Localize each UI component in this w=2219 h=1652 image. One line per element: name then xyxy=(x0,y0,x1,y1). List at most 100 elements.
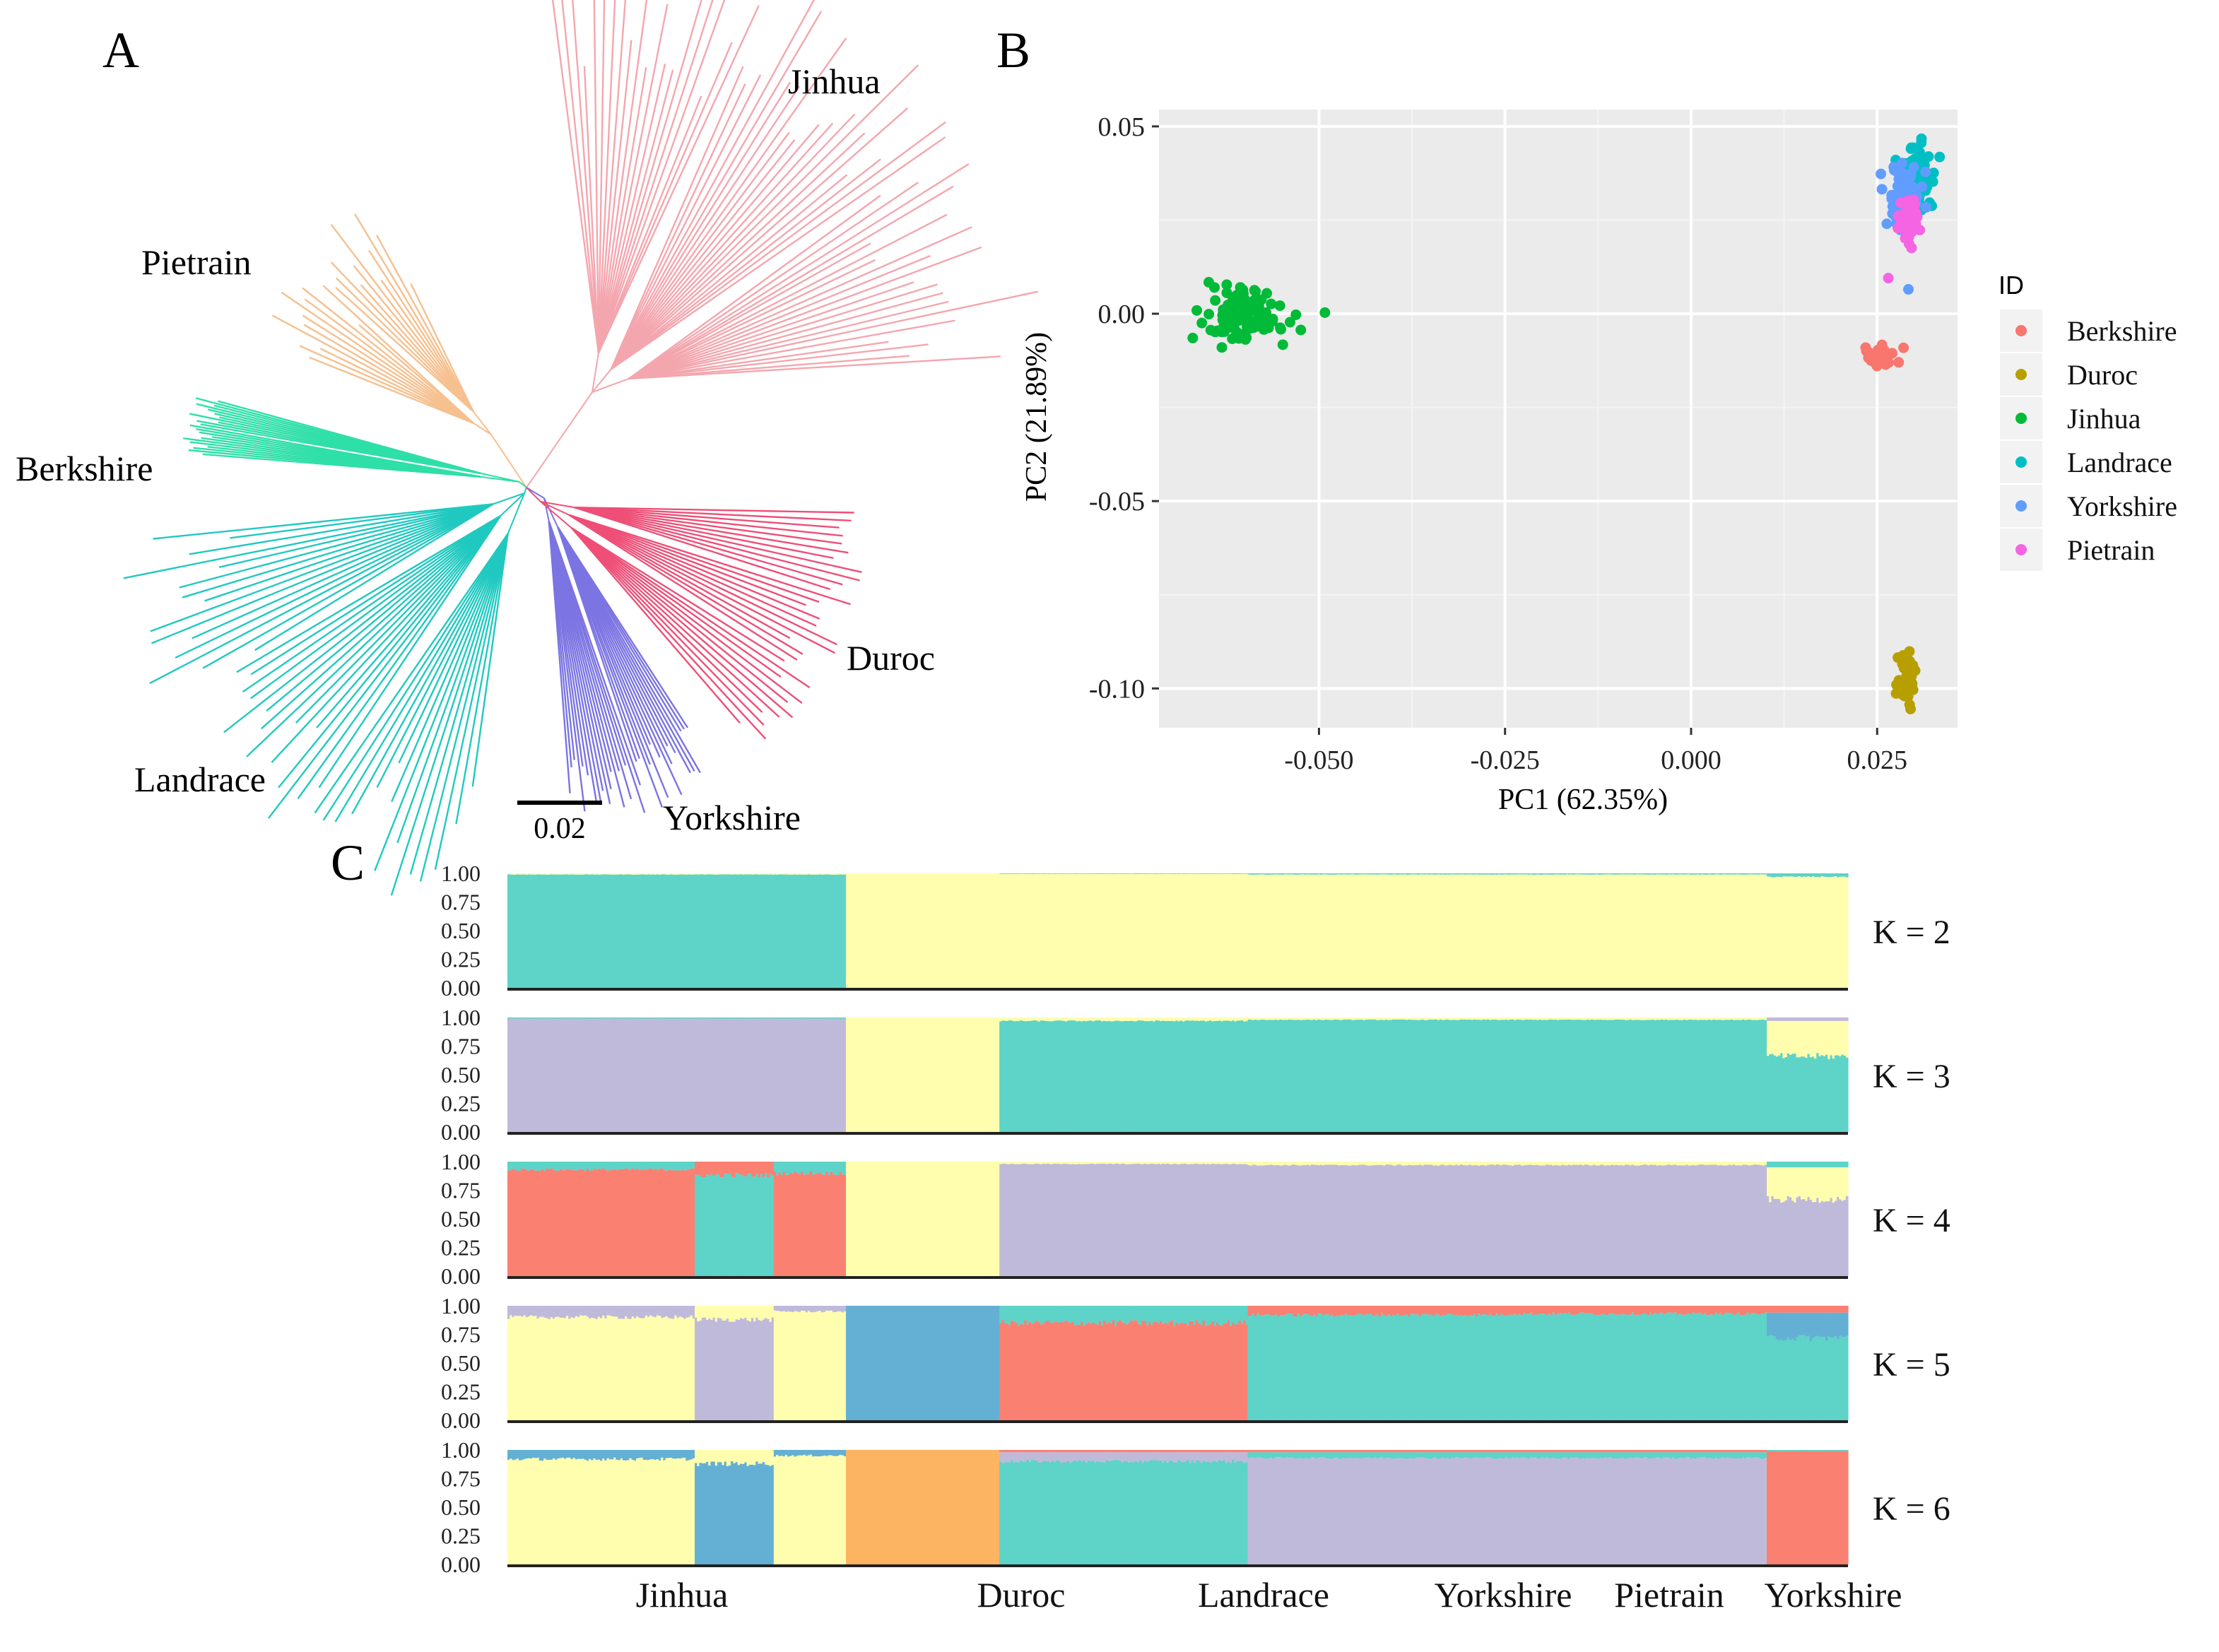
admixture-bar-k2 xyxy=(638,874,642,988)
admixture-bar-k3 xyxy=(688,1017,691,1019)
panel-a-tree xyxy=(123,0,1038,896)
admixture-bar-k5 xyxy=(712,1306,716,1318)
admixture-bar-k3 xyxy=(1033,1017,1036,1021)
admixture-bar-k3 xyxy=(1637,1020,1641,1132)
admixture-bar-k2 xyxy=(809,873,813,875)
admixture-bar-k4 xyxy=(550,1168,553,1276)
admixture-bar-k4 xyxy=(1590,1162,1594,1166)
admixture-bar-k5 xyxy=(728,1306,731,1322)
admixture-bar-k4 xyxy=(1367,1165,1370,1276)
admixture-bar-k5 xyxy=(744,1306,748,1318)
pca-x-tick-label: 0.000 xyxy=(1661,745,1721,775)
admixture-bar-k2 xyxy=(1342,874,1346,988)
admixture-bar-k4 xyxy=(1642,1162,1646,1165)
admixture-bar-k2 xyxy=(1308,874,1312,988)
admixture-bar-k5 xyxy=(1249,1306,1253,1316)
admixture-bar-k2 xyxy=(852,873,856,988)
admixture-bar-k4 xyxy=(1322,1165,1325,1276)
admixture-bar-k5 xyxy=(633,1318,637,1420)
admixture-bar-k4 xyxy=(602,1168,605,1276)
admixture-bar-k2 xyxy=(1209,873,1213,874)
admixture-bar-k2 xyxy=(924,873,928,988)
admixture-bar-k5 xyxy=(1401,1315,1404,1420)
admixture-bar-k2 xyxy=(514,874,517,988)
tree-subnode-landrace xyxy=(507,492,525,534)
admixture-bar-k2 xyxy=(1737,874,1741,988)
admixture-bar-k2 xyxy=(1259,874,1262,988)
admixture-bar-k4 xyxy=(1541,1162,1544,1166)
admixture-bar-k4 xyxy=(1676,1165,1680,1276)
admixture-bar-k4 xyxy=(1543,1162,1546,1166)
admixture-bar-k5 xyxy=(825,1306,829,1311)
admixture-bar-k4 xyxy=(1162,1163,1165,1276)
admixture-bar-k5 xyxy=(830,1310,833,1420)
admixture-bar-k4 xyxy=(814,1174,818,1276)
admixture-bar-k5 xyxy=(814,1311,818,1420)
admixture-bar-k3 xyxy=(1406,1020,1408,1132)
admixture-bar-k4 xyxy=(1389,1164,1393,1276)
admixture-bar-k3 xyxy=(606,1018,610,1132)
admixture-bar-k5 xyxy=(1446,1306,1449,1314)
admixture-bar-k3 xyxy=(1360,1017,1363,1020)
admixture-bar-k3 xyxy=(1067,1020,1070,1132)
admixture-bar-k4 xyxy=(1665,1164,1668,1276)
admixture-bar-k3 xyxy=(739,1017,743,1019)
admixture-bar-k4 xyxy=(1505,1164,1508,1276)
admixture-bar-k5 xyxy=(644,1315,648,1420)
admixture-bar-k3 xyxy=(1081,1021,1083,1132)
admixture-bar-k4 xyxy=(1493,1162,1497,1165)
admixture-bar-k3 xyxy=(893,1017,896,1132)
admixture-bar-k4 xyxy=(828,1174,831,1276)
admixture-bar-k3 xyxy=(1047,1021,1050,1132)
admixture-bar-k4 xyxy=(1196,1163,1199,1276)
admixture-bar-k5 xyxy=(703,1317,707,1420)
admixture-bar-k2 xyxy=(1570,874,1573,988)
admixture-bar-k2 xyxy=(1681,873,1684,875)
admixture-bar-k2 xyxy=(767,873,770,875)
admixture-bar-k4 xyxy=(884,1162,888,1276)
admixture-bar-k2 xyxy=(543,874,546,988)
tree-branch-pietrain xyxy=(380,279,474,412)
admixture-bar-k4 xyxy=(1825,1167,1828,1202)
admixture-bar-k4 xyxy=(843,1174,847,1276)
admixture-bar-k2 xyxy=(1497,873,1501,875)
admixture-bar-k5 xyxy=(1322,1306,1325,1316)
admixture-bar-k3 xyxy=(1295,1020,1298,1132)
admixture-bar-k3 xyxy=(1546,1017,1548,1020)
admixture-bar-k3 xyxy=(1374,1017,1377,1020)
admixture-bar-k5 xyxy=(1512,1314,1514,1420)
admixture-bar-k5 xyxy=(1466,1306,1470,1317)
admixture-bar-k3 xyxy=(1252,1020,1255,1132)
admixture-bar-k2 xyxy=(789,874,792,988)
admixture-bar-k3 xyxy=(1128,1017,1131,1021)
admixture-bar-k4 xyxy=(1690,1162,1693,1166)
admixture-bar-k3 xyxy=(1502,1017,1506,1020)
admixture-bar-k3 xyxy=(1548,1017,1551,1020)
admixture-bar-k2 xyxy=(1543,873,1546,875)
tree-branch-duroc xyxy=(574,506,834,559)
admixture-bar-k5 xyxy=(1358,1306,1361,1314)
admixture-bar-k3 xyxy=(1200,1017,1203,1021)
admixture-bar-k4 xyxy=(1306,1162,1309,1165)
admixture-bar-k4 xyxy=(728,1174,731,1276)
admixture-bar-k2 xyxy=(1633,874,1637,988)
admixture-bar-k3 xyxy=(1737,1020,1741,1132)
admixture-bar-k4 xyxy=(633,1162,637,1170)
tree-branch-jinhua xyxy=(610,64,919,370)
tree-branch-jinhua xyxy=(597,0,714,353)
admixture-bar-k3 xyxy=(1624,1017,1628,1020)
admixture-bar-k2 xyxy=(1159,873,1163,988)
pca-point-pietrain xyxy=(1909,213,1920,225)
admixture-bar-k5 xyxy=(1196,1320,1199,1420)
pca-point-jinhua xyxy=(1210,295,1221,306)
admixture-bar-k2 xyxy=(1724,874,1727,988)
admixture-bar-k4 xyxy=(1567,1164,1571,1276)
admixture-bar-k4 xyxy=(900,1162,903,1276)
admixture-bar-k5 xyxy=(1069,1306,1073,1323)
admixture-bar-k4 xyxy=(850,1162,854,1276)
admixture-bar-k5 xyxy=(837,1311,840,1420)
admixture-bar-k3 xyxy=(1187,1020,1190,1132)
admixture-bar-k3 xyxy=(1085,1021,1088,1132)
admixture-bar-k5 xyxy=(1035,1306,1039,1321)
admixture-bar-k3 xyxy=(1202,1020,1206,1132)
